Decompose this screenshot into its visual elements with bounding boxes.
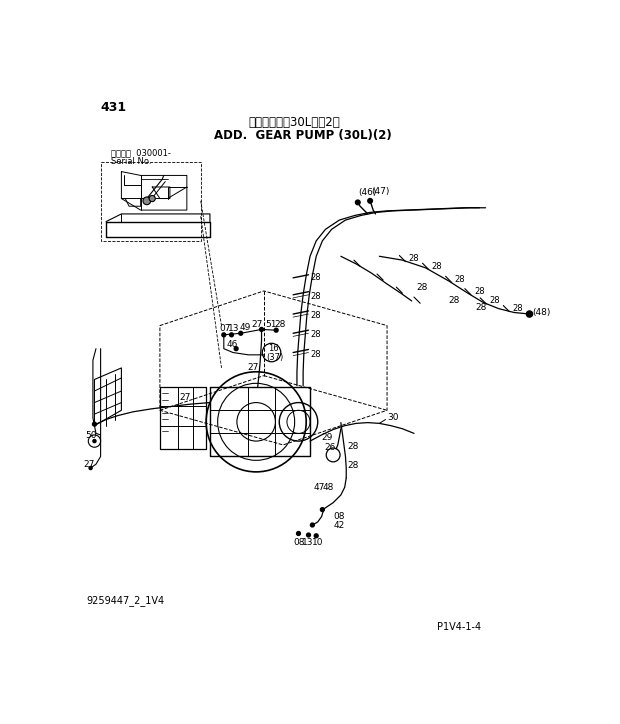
Text: 28: 28 bbox=[310, 311, 321, 320]
Text: 追加ポンプ（30L）（2）: 追加ポンプ（30L）（2） bbox=[249, 116, 340, 129]
Text: 49: 49 bbox=[239, 323, 250, 332]
Text: 13: 13 bbox=[303, 538, 314, 547]
Circle shape bbox=[260, 327, 264, 332]
Circle shape bbox=[355, 200, 360, 205]
Circle shape bbox=[321, 508, 324, 512]
Text: Serial No.: Serial No. bbox=[112, 157, 152, 166]
Circle shape bbox=[149, 195, 155, 201]
Text: 28: 28 bbox=[310, 292, 321, 300]
Text: (37): (37) bbox=[266, 353, 283, 363]
Circle shape bbox=[222, 333, 226, 337]
Text: 28: 28 bbox=[416, 282, 428, 292]
Text: 13: 13 bbox=[228, 324, 239, 333]
Circle shape bbox=[314, 534, 318, 538]
Text: 28: 28 bbox=[513, 304, 523, 313]
Text: 50: 50 bbox=[85, 432, 97, 440]
Text: 28: 28 bbox=[348, 461, 359, 470]
Text: 10: 10 bbox=[312, 538, 323, 547]
Text: 28: 28 bbox=[474, 287, 485, 296]
Text: 30: 30 bbox=[387, 413, 399, 423]
Text: 29: 29 bbox=[322, 433, 333, 442]
Text: 431: 431 bbox=[100, 101, 126, 114]
Text: 28: 28 bbox=[489, 296, 500, 306]
Circle shape bbox=[306, 533, 311, 537]
Text: 28: 28 bbox=[449, 296, 460, 306]
Circle shape bbox=[93, 439, 96, 442]
Circle shape bbox=[234, 347, 238, 350]
Circle shape bbox=[92, 422, 96, 426]
Text: 28: 28 bbox=[348, 442, 359, 451]
Text: 28: 28 bbox=[310, 350, 321, 358]
Text: 48: 48 bbox=[322, 483, 334, 492]
Text: 28: 28 bbox=[432, 262, 442, 271]
Circle shape bbox=[526, 311, 533, 317]
Text: 27: 27 bbox=[252, 319, 263, 329]
Text: 47: 47 bbox=[314, 483, 326, 492]
Text: 27: 27 bbox=[179, 393, 190, 403]
Text: (46): (46) bbox=[358, 188, 377, 197]
Text: 適用号機  030001-: 適用号機 030001- bbox=[112, 148, 171, 158]
Text: 08: 08 bbox=[333, 512, 345, 521]
Circle shape bbox=[229, 333, 234, 337]
Text: 27: 27 bbox=[84, 460, 95, 468]
Circle shape bbox=[239, 332, 242, 335]
Bar bbox=[100, 162, 201, 241]
Circle shape bbox=[296, 531, 301, 536]
Text: 42: 42 bbox=[333, 521, 344, 530]
Text: (47): (47) bbox=[371, 188, 390, 196]
Text: 28: 28 bbox=[476, 303, 487, 311]
Text: 27: 27 bbox=[247, 363, 259, 372]
Circle shape bbox=[274, 328, 278, 332]
Circle shape bbox=[311, 523, 314, 527]
Text: 28: 28 bbox=[409, 254, 419, 263]
Text: 28: 28 bbox=[310, 330, 321, 340]
Text: P1V4-1-4: P1V4-1-4 bbox=[437, 622, 481, 632]
Circle shape bbox=[143, 197, 151, 205]
Text: 16: 16 bbox=[268, 344, 278, 353]
Text: 51: 51 bbox=[265, 319, 277, 329]
Text: 9259447_2_1V4: 9259447_2_1V4 bbox=[87, 595, 165, 606]
Text: 46: 46 bbox=[227, 340, 238, 350]
Text: 28: 28 bbox=[455, 275, 466, 284]
Text: 07: 07 bbox=[219, 324, 231, 333]
Text: 28: 28 bbox=[310, 274, 321, 282]
Text: 28: 28 bbox=[275, 319, 286, 329]
Circle shape bbox=[89, 466, 92, 470]
Text: (48): (48) bbox=[532, 308, 550, 317]
Text: 08: 08 bbox=[293, 538, 304, 547]
Circle shape bbox=[368, 198, 373, 203]
Text: ADD.  GEAR PUMP (30L)(2): ADD. GEAR PUMP (30L)(2) bbox=[214, 129, 392, 142]
Text: 26: 26 bbox=[324, 443, 335, 452]
